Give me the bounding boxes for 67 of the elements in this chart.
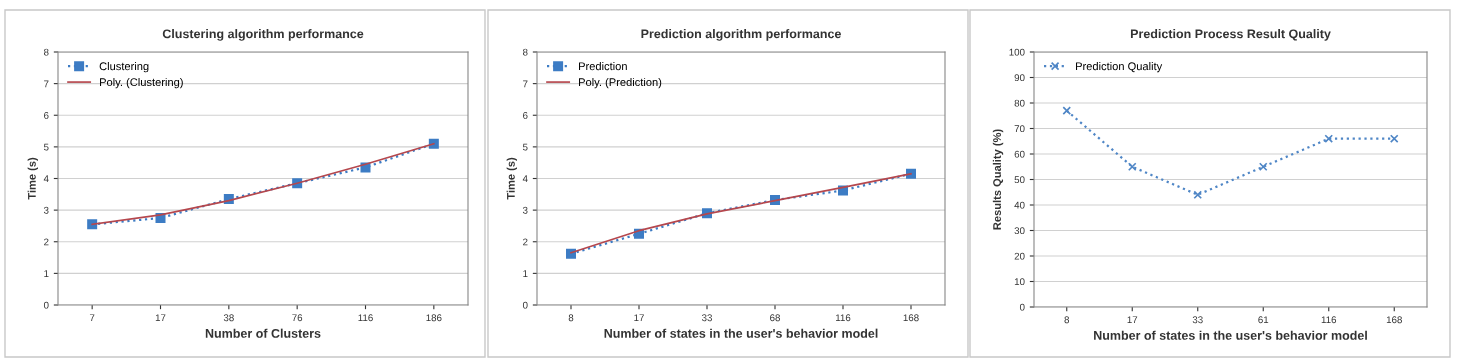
y-tick-label: 50: [1014, 176, 1025, 184]
y-tick-label: 8: [43, 48, 49, 56]
x-tick-label: 33: [1192, 316, 1203, 324]
x-tick-label: 17: [155, 314, 166, 322]
x-tick-label: 38: [223, 314, 234, 322]
point: [1062, 106, 1072, 115]
y-tick-label: 7: [523, 80, 528, 88]
x-tick-label: 116: [1321, 316, 1337, 324]
y-tick-label: 0: [43, 301, 49, 309]
y-tick-label: 0: [1019, 303, 1025, 311]
y-tick-label: 2: [44, 238, 49, 246]
y-tick-label: 70: [1014, 125, 1025, 133]
x-tick-label: 61: [1258, 316, 1269, 324]
chart-title: Prediction algorithm performance: [641, 29, 841, 41]
x-tick-label: 168: [903, 314, 919, 322]
x-tick-label: 7: [89, 314, 95, 322]
legend-label: Poly. (Prediction): [579, 77, 662, 89]
y-tick-label: 4: [43, 175, 49, 183]
y-tick-label: 6: [44, 111, 49, 119]
x-tick-label: 17: [634, 314, 644, 322]
y-axis-title: Time (s): [506, 157, 518, 200]
legend-label: Clustering: [99, 62, 149, 73]
legend-label: Prediction Quality: [1076, 62, 1163, 73]
x-tick-label: 17: [1127, 316, 1138, 324]
y-tick-label: 0: [522, 301, 528, 309]
y-tick-label: 20: [1014, 252, 1025, 260]
y-tick-label: 8: [522, 48, 528, 56]
point: [1193, 190, 1203, 200]
y-tick-label: 2: [523, 238, 528, 246]
y-axis-title: Results Quality (%): [992, 129, 1004, 230]
x-tick-label: 186: [426, 314, 442, 322]
point: [1389, 134, 1399, 144]
x-tick-label: 116: [358, 314, 373, 322]
y-tick-label: 7: [44, 80, 49, 88]
x-tick-label: 8: [1064, 316, 1070, 324]
y-tick-label: 1: [44, 270, 49, 277]
legend-label: Prediction: [579, 62, 627, 71]
y-tick-label: 4: [522, 175, 528, 183]
legend-label: Poly. (Clustering): [100, 77, 183, 89]
y-tick-label: 3: [522, 206, 528, 214]
y-tick-label: 1: [523, 270, 528, 277]
point: [1258, 162, 1268, 172]
chart-title: Clustering algorithm performance: [162, 29, 364, 41]
y-tick-label: 80: [1014, 99, 1025, 107]
y-tick-label: 6: [523, 111, 528, 119]
y-tick-label: 90: [1014, 74, 1025, 82]
y-tick-label: 5: [522, 143, 528, 151]
y-tick-label: 60: [1014, 150, 1025, 158]
y-tick-label: 100: [1009, 48, 1025, 56]
x-axis-title: Number of states in the user's behavior model: [1094, 330, 1367, 340]
x-tick-label: 76: [292, 314, 303, 322]
y-axis-title: Time (s): [27, 157, 39, 200]
x-tick-label: 168: [1386, 316, 1402, 324]
x-axis-title: Number of Clusters: [205, 328, 321, 338]
x-tick-label: 116: [835, 314, 851, 322]
x-axis-title: Number of states in the user's behavior model: [604, 328, 878, 338]
x-tick-label: 8: [568, 314, 574, 322]
y-tick-label: 5: [43, 143, 49, 151]
y-tick-label: 10: [1014, 278, 1025, 286]
y-tick-label: 30: [1014, 227, 1025, 235]
point: [1324, 134, 1334, 144]
x-tick-label: 68: [770, 314, 780, 322]
y-tick-label: 3: [43, 206, 49, 214]
x-tick-label: 33: [701, 314, 712, 322]
chart-title: Prediction Process Result Quality: [1130, 29, 1331, 41]
point: [1127, 162, 1137, 172]
y-tick-label: 40: [1014, 201, 1025, 209]
